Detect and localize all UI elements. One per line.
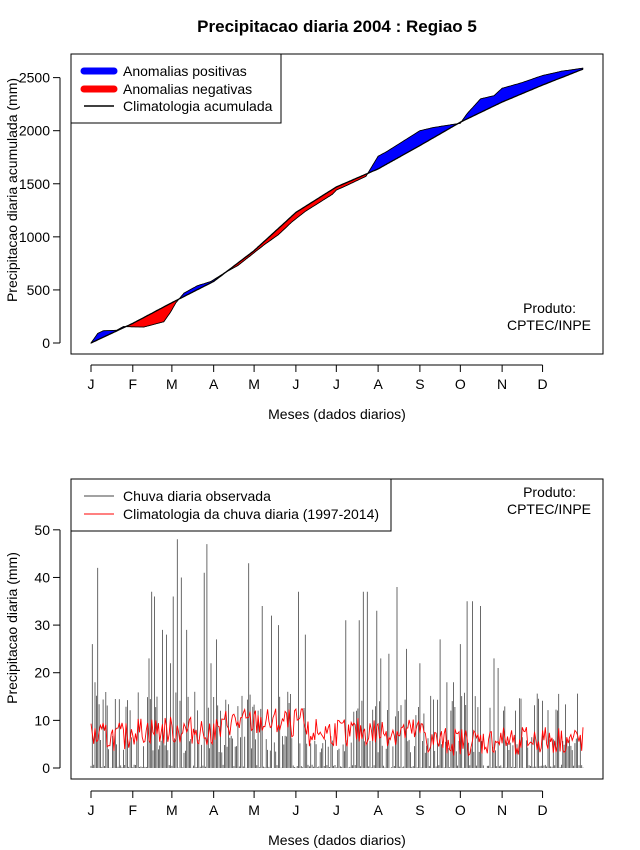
- bottom-y-axis-label: Precipitacao diaria (mm): [4, 552, 20, 704]
- top-x-tick-label: N: [497, 376, 507, 392]
- top-x-tick-label: J: [292, 376, 299, 392]
- top-y-tick-label: 0: [42, 335, 50, 351]
- bottom-x-tick-label: N: [497, 802, 507, 818]
- bottom-y-tick-label: 0: [42, 760, 50, 776]
- top-x-tick-label: J: [88, 376, 95, 392]
- bottom-y-axis: 0 10 20 30 40 50: [34, 522, 61, 776]
- top-x-tick-label: J: [333, 376, 340, 392]
- bottom-x-tick-label: S: [415, 802, 424, 818]
- bottom-legend-box: [70, 478, 392, 532]
- bottom-climatology-line: [90, 707, 584, 757]
- bottom-x-tick-label: J: [88, 802, 95, 818]
- top-product-label: Produto:: [523, 300, 576, 316]
- top-x-tick-label: M: [248, 376, 260, 392]
- bottom-y-tick-label: 50: [34, 522, 50, 538]
- bottom-x-tick-label: A: [209, 802, 219, 818]
- bottom-x-tick-label: D: [537, 802, 547, 818]
- bottom-y-tick-label: 40: [34, 569, 50, 585]
- legend-label-negative: Anomalias negativas: [123, 81, 252, 97]
- top-legend: Anomalias positivas Anomalias negativas …: [70, 53, 282, 124]
- top-observed-line: [90, 67, 584, 344]
- bottom-x-tick-label: J: [333, 802, 340, 818]
- bottom-y-tick-label: 10: [34, 712, 50, 728]
- top-x-tick-label: S: [415, 376, 424, 392]
- top-y-axis-label: Precipitacao diaria acumulada (mm): [4, 78, 20, 302]
- bottom-legend: Chuva diaria observada Climatologia da c…: [70, 478, 392, 532]
- top-x-tick-label: O: [455, 376, 466, 392]
- top-x-tick-label: A: [209, 376, 219, 392]
- legend-label-observed: Chuva diaria observada: [123, 488, 271, 504]
- top-y-tick-label: 1000: [19, 229, 50, 245]
- top-y-tick-label: 1500: [19, 176, 50, 192]
- bottom-y-tick-label: 30: [34, 617, 50, 633]
- negative-anomaly-area: [226, 170, 369, 273]
- top-y-tick-label: 500: [27, 282, 51, 298]
- top-y-tick-label: 2500: [19, 70, 50, 86]
- bottom-x-tick-label: A: [373, 802, 383, 818]
- bottom-x-tick-label: O: [455, 802, 466, 818]
- bottom-y-tick-label: 20: [34, 665, 50, 681]
- bottom-x-tick-label: M: [166, 802, 178, 818]
- top-x-tick-label: M: [166, 376, 178, 392]
- bottom-product-source: CPTEC/INPE: [507, 501, 591, 517]
- bottom-product-label: Produto:: [523, 484, 576, 500]
- bottom-x-tick-label: F: [129, 802, 138, 818]
- top-plot-frame: [70, 53, 604, 355]
- bottom-x-tick-label: J: [292, 802, 299, 818]
- top-climatology-line: [90, 68, 584, 344]
- top-y-tick-label: 2000: [19, 123, 50, 139]
- top-x-tick-label: A: [373, 376, 383, 392]
- top-x-tick-label: F: [129, 376, 138, 392]
- chart-title: Precipitacao diaria 2004 : Regiao 5: [197, 17, 477, 36]
- top-x-axis-label: Meses (dados diarios): [268, 406, 406, 422]
- top-x-tick-label: D: [537, 376, 547, 392]
- legend-label-positive: Anomalias positivas: [123, 63, 247, 79]
- top-product-source: CPTEC/INPE: [507, 317, 591, 333]
- legend-label-climatology: Climatologia acumulada: [123, 98, 273, 114]
- bottom-x-axis-label: Meses (dados diarios): [268, 832, 406, 848]
- bottom-x-tick-label: M: [248, 802, 260, 818]
- top-panel: 0 500 1000 1500 2000 2500 J F M A M J J A S O N D Precip…: [4, 53, 604, 422]
- top-y-axis: 0 500 1000 1500 2000 2500: [19, 70, 61, 351]
- bottom-panel: 0 10 20 30 40 50 J F M A M J J A S O N D Precipitacao di…: [4, 478, 604, 848]
- legend-label-daily-climatology: Climatologia da chuva diaria (1997-2014): [123, 506, 379, 522]
